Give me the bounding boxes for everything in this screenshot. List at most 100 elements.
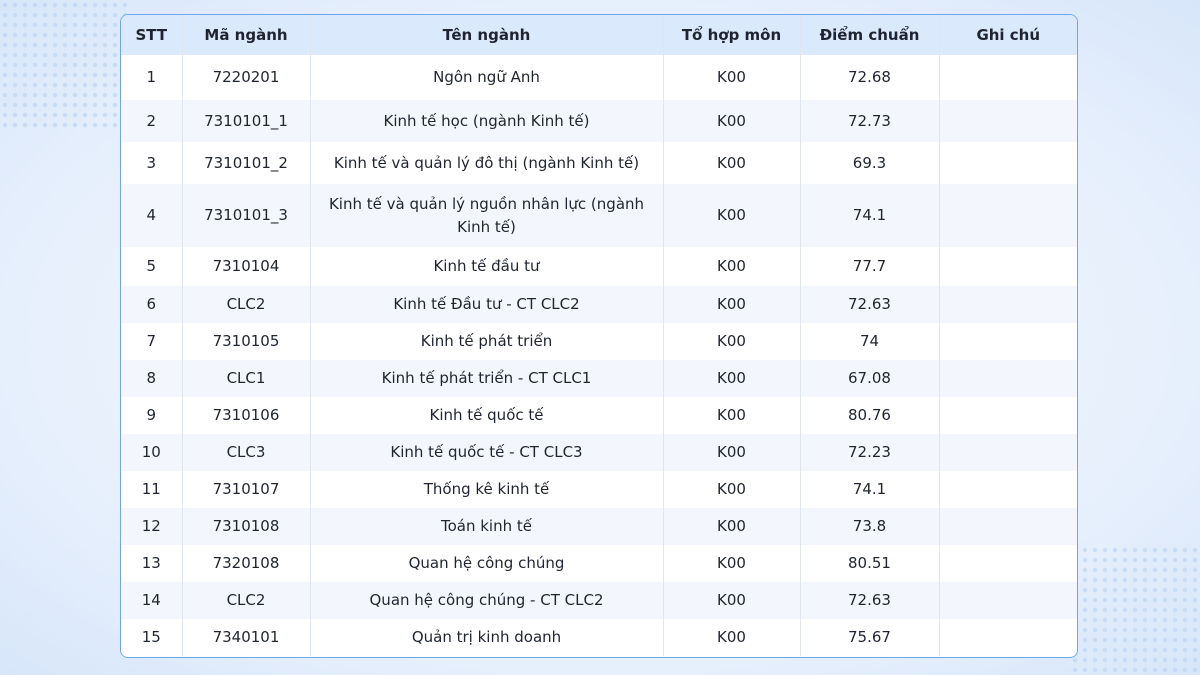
cutoff-score: 72.68 — [800, 55, 940, 100]
cutoff-score: 72.63 — [800, 286, 940, 323]
table-row: 8 CLC1 Kinh tế phát triển - CT CLC1 K00 67.0… — [121, 360, 1077, 397]
stt: 15 — [121, 619, 183, 656]
cutoff-score: 72.23 — [800, 434, 940, 471]
major-name: Kinh tế phát triển — [310, 323, 664, 360]
stt: 1 — [121, 55, 183, 100]
note-cell — [939, 545, 1077, 582]
table-row: 4 7310101_3 Kinh tế và quản lý nguồn nhân … — [121, 184, 1077, 247]
subject-group: K00 — [663, 100, 801, 142]
table-row: 1 7220201 Ngôn ngữ Anh K00 72.68 — [121, 55, 1077, 100]
header-cell: Ghi chú — [939, 15, 1077, 55]
stt: 2 — [121, 100, 183, 142]
header-cell: Tên ngành — [310, 15, 664, 55]
major-name: Kinh tế phát triển - CT CLC1 — [310, 360, 664, 397]
major-code: CLC3 — [182, 434, 311, 471]
note-cell — [939, 286, 1077, 323]
table-row: 10 CLC3 Kinh tế quốc tế - CT CLC3 K00 72.23 — [121, 434, 1077, 471]
note-cell — [939, 100, 1077, 142]
subject-group: K00 — [663, 184, 801, 247]
table-row: 6 CLC2 Kinh tế Đầu tư - CT CLC2 K00 72.63 — [121, 286, 1077, 323]
cutoff-score: 69.3 — [800, 142, 940, 184]
header-cell: Mã ngành — [182, 15, 311, 55]
major-code: 7310107 — [182, 471, 311, 508]
header-cell: STT — [121, 15, 183, 55]
subject-group: K00 — [663, 545, 801, 582]
major-name: Quản trị kinh doanh — [310, 619, 664, 656]
cutoff-score: 72.73 — [800, 100, 940, 142]
major-name: Ngôn ngữ Anh — [310, 55, 664, 100]
subject-group: K00 — [663, 286, 801, 323]
major-name: Kinh tế Đầu tư - CT CLC2 — [310, 286, 664, 323]
major-code: CLC1 — [182, 360, 311, 397]
subject-group: K00 — [663, 397, 801, 434]
stt: 10 — [121, 434, 183, 471]
header-row: STT Mã ngành Tên ngành Tổ hợp môn Điểm chuẩn… — [121, 15, 1077, 55]
subject-group: K00 — [663, 619, 801, 656]
subject-group: K00 — [663, 434, 801, 471]
table: STT Mã ngành Tên ngành Tổ hợp môn Điểm chuẩn… — [121, 15, 1077, 656]
table-row: 11 7310107 Thống kê kinh tế K00 74.1 — [121, 471, 1077, 508]
table-row: 3 7310101_2 Kinh tế và quản lý đô thị (ngà… — [121, 142, 1077, 184]
stt: 9 — [121, 397, 183, 434]
table-row: 12 7310108 Toán kinh tế K00 73.8 — [121, 508, 1077, 545]
note-cell — [939, 397, 1077, 434]
major-code: 7310106 — [182, 397, 311, 434]
table-row: 9 7310106 Kinh tế quốc tế K00 80.76 — [121, 397, 1077, 434]
note-cell — [939, 142, 1077, 184]
cutoff-score: 80.76 — [800, 397, 940, 434]
note-cell — [939, 55, 1077, 100]
stt: 6 — [121, 286, 183, 323]
header-cell: Điểm chuẩn — [800, 15, 940, 55]
major-name: Kinh tế và quản lý đô thị (ngành Kinh tế… — [310, 142, 664, 184]
stt: 14 — [121, 582, 183, 619]
major-code: 7220201 — [182, 55, 311, 100]
major-name: Kinh tế và quản lý nguồn nhân lực (ngành… — [310, 184, 664, 247]
cutoff-score: 74.1 — [800, 471, 940, 508]
table-row: 13 7320108 Quan hệ công chúng K00 80.51 — [121, 545, 1077, 582]
major-name: Kinh tế quốc tế - CT CLC3 — [310, 434, 664, 471]
cutoff-score: 77.7 — [800, 247, 940, 286]
note-cell — [939, 619, 1077, 656]
cutoff-score: 74.1 — [800, 184, 940, 247]
cutoff-score: 75.67 — [800, 619, 940, 656]
stt: 13 — [121, 545, 183, 582]
cutoff-score: 73.8 — [800, 508, 940, 545]
stt: 7 — [121, 323, 183, 360]
decor-dots — [1070, 545, 1200, 675]
stt: 12 — [121, 508, 183, 545]
major-code: 7310101_3 — [182, 184, 311, 247]
major-name: Kinh tế quốc tế — [310, 397, 664, 434]
stt: 5 — [121, 247, 183, 286]
table-row: 7 7310105 Kinh tế phát triển K00 74 — [121, 323, 1077, 360]
table-row: 2 7310101_1 Kinh tế học (ngành Kinh tế) K00… — [121, 100, 1077, 142]
table-row: 5 7310104 Kinh tế đầu tư K00 77.7 — [121, 247, 1077, 286]
subject-group: K00 — [663, 508, 801, 545]
subject-group: K00 — [663, 142, 801, 184]
stt: 8 — [121, 360, 183, 397]
subject-group: K00 — [663, 582, 801, 619]
major-name: Toán kinh tế — [310, 508, 664, 545]
table-row: 15 7340101 Quản trị kinh doanh K00 75.67 — [121, 619, 1077, 656]
cutoff-score: 72.63 — [800, 582, 940, 619]
major-code: 7310104 — [182, 247, 311, 286]
subject-group: K00 — [663, 323, 801, 360]
cutoff-score: 74 — [800, 323, 940, 360]
major-code: 7340101 — [182, 619, 311, 656]
note-cell — [939, 323, 1077, 360]
stt: 11 — [121, 471, 183, 508]
major-name: Quan hệ công chúng — [310, 545, 664, 582]
subject-group: K00 — [663, 247, 801, 286]
note-cell — [939, 247, 1077, 286]
note-cell — [939, 471, 1077, 508]
cutoff-score: 67.08 — [800, 360, 940, 397]
stt: 3 — [121, 142, 183, 184]
note-cell — [939, 360, 1077, 397]
note-cell — [939, 508, 1077, 545]
major-name: Kinh tế đầu tư — [310, 247, 664, 286]
major-name: Quan hệ công chúng - CT CLC2 — [310, 582, 664, 619]
note-cell — [939, 582, 1077, 619]
major-code: CLC2 — [182, 286, 311, 323]
major-code: CLC2 — [182, 582, 311, 619]
